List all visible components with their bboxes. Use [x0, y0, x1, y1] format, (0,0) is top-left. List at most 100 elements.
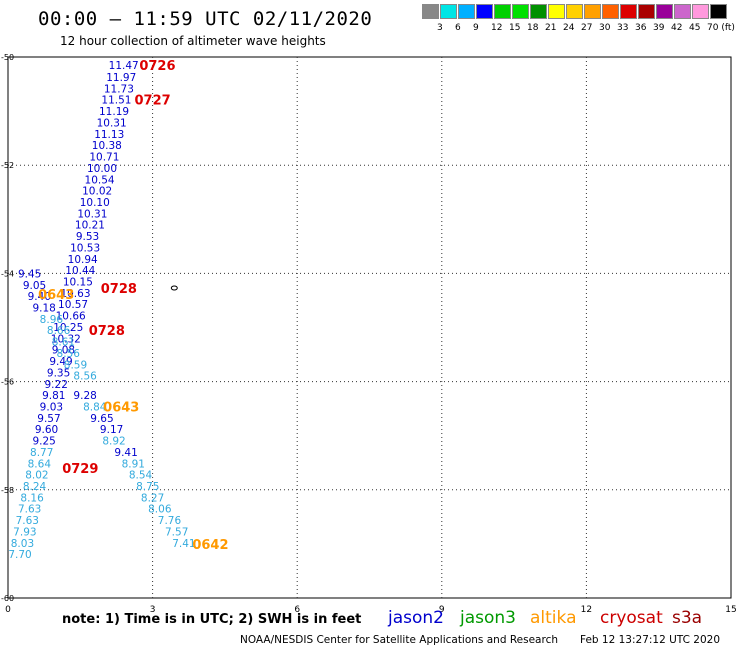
data-point-label: 7.57 [165, 526, 188, 538]
data-point-label: 11.47 [109, 60, 139, 72]
colorbar-label: 36 [635, 23, 647, 33]
data-point-label: 8.56 [73, 371, 97, 383]
data-point-label: 9.53 [76, 231, 99, 243]
x-tick-label: 12 [581, 605, 592, 615]
colorbar-swatch [440, 4, 457, 19]
data-point-label: 11.73 [104, 83, 134, 95]
colorbar-swatch [422, 4, 439, 19]
colorbar-label: 33 [617, 23, 629, 33]
data-point-label: 9.65 [90, 413, 113, 425]
time-annotation: 0643 [38, 288, 74, 303]
x-tick-label: 9 [439, 605, 445, 615]
data-point-label: 10.66 [56, 311, 86, 323]
x-tick-label: 3 [150, 605, 156, 615]
data-point-label: 8.66 [47, 325, 71, 337]
time-annotation: 0728 [101, 282, 137, 297]
y-tick-label: -60 [1, 594, 14, 603]
data-point-label: 9.25 [32, 436, 55, 448]
time-annotation: 0729 [62, 462, 98, 477]
data-point-label: 10.25 [53, 322, 83, 334]
data-point-label: 8.91 [122, 458, 145, 470]
data-point-label: 10.53 [70, 242, 100, 254]
colorbar-label: 45 [689, 23, 701, 33]
data-point-label: 9.03 [40, 401, 63, 413]
data-point-label: 10.31 [97, 117, 127, 129]
y-tick-label: -58 [1, 486, 14, 495]
colorbar-label: 70 (ft) [707, 23, 735, 33]
data-point-label: 11.13 [94, 129, 124, 141]
data-point-label: 10.15 [63, 277, 93, 289]
colorbar-swatch [692, 4, 709, 19]
colorbar-label: 42 [671, 23, 683, 33]
data-point-label: 10.31 [77, 208, 107, 220]
legend-s3a: s3a [672, 608, 703, 628]
colorbar-label: 30 [599, 23, 611, 33]
colorbar-swatch [602, 4, 619, 19]
data-point-label: 7.76 [158, 515, 182, 527]
x-tick-label: 15 [725, 605, 736, 615]
time-annotation: 0643 [103, 400, 139, 415]
data-point-label: 7.93 [13, 526, 36, 538]
timestamp-text: Feb 12 13:27:12 UTC 2020 [580, 634, 720, 646]
data-point-label: 10.21 [75, 220, 105, 232]
colorbar-swatch [530, 4, 547, 19]
data-point-label: 7.70 [8, 549, 31, 561]
data-point-label: 10.63 [60, 288, 90, 300]
y-tick-label: -52 [1, 161, 14, 170]
data-point-label: 9.05 [23, 280, 46, 292]
data-point-label: 9.28 [73, 390, 96, 402]
data-point-label: 8.75 [136, 481, 159, 493]
time-annotation: 0642 [192, 538, 228, 553]
data-point-label: 10.94 [68, 254, 98, 266]
y-tick-label: -50 [1, 53, 14, 62]
data-point-label: 9.41 [114, 447, 137, 459]
data-point-label: 9.81 [42, 390, 65, 402]
legend-jason2: jason2 [388, 608, 444, 628]
colorbar-swatch [548, 4, 565, 19]
data-point-label: 8.61 [52, 337, 75, 349]
data-point-label: 10.10 [80, 197, 110, 209]
data-point-label: 9.40 [28, 291, 51, 303]
colorbar-swatch [638, 4, 655, 19]
colorbar-swatch [656, 4, 673, 19]
colorbar-swatch [494, 4, 511, 19]
data-point-label: 9.35 [47, 367, 70, 379]
data-point-label: 11.19 [99, 106, 129, 118]
colorbar-swatch [512, 4, 529, 19]
time-annotation: 0727 [135, 94, 171, 109]
data-point-label: 7.41 [172, 538, 195, 550]
data-point-label: 9.08 [52, 345, 75, 357]
colorbar-swatch [584, 4, 601, 19]
data-point-label: 8.59 [64, 359, 87, 371]
data-point-label: 9.60 [35, 424, 58, 436]
data-point-label: 8.24 [23, 481, 47, 493]
time-annotation: 0726 [139, 59, 175, 74]
data-point-label: 8.64 [28, 458, 52, 470]
colorbar-label: 24 [563, 23, 575, 33]
data-point-label: 8.77 [30, 447, 53, 459]
data-point-label: 8.92 [102, 436, 125, 448]
data-point-label: 8.27 [141, 492, 164, 504]
data-point-label: 8.03 [11, 538, 34, 550]
data-point-label: 8.84 [83, 401, 107, 413]
colorbar-label: 18 [527, 23, 539, 33]
credit-text: NOAA/NESDIS Center for Satellite Applica… [240, 634, 558, 646]
data-point-label: 9.49 [49, 356, 72, 368]
data-point-label: 8.54 [129, 470, 153, 482]
colorbar-label: 39 [653, 23, 665, 33]
legend-jason3: jason3 [460, 608, 516, 628]
data-point-label: 9.18 [32, 302, 55, 314]
plot-frame [7, 56, 732, 599]
colorbar-label: 15 [509, 23, 521, 33]
data-point-label: 10.32 [51, 333, 81, 345]
y-tick-label: -56 [1, 378, 14, 387]
contour-mark [170, 285, 178, 291]
note-text: note: 1) Time is in UTC; 2) SWH is in fe… [62, 612, 362, 627]
data-point-label: 10.71 [89, 152, 119, 164]
x-tick-label: 0 [5, 605, 11, 615]
x-tick-label: 6 [294, 605, 300, 615]
data-point-label: 9.57 [37, 413, 60, 425]
data-point-label: 10.00 [87, 163, 117, 175]
legend-cryosat: cryosat [600, 608, 663, 628]
